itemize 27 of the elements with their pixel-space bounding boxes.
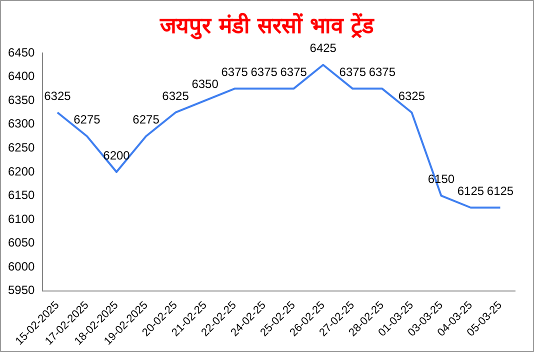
y-tick-label: 6050 bbox=[8, 236, 36, 250]
y-tick-label: 6300 bbox=[8, 116, 36, 131]
data-label: 6325 bbox=[398, 88, 426, 103]
data-label: 6275 bbox=[74, 112, 101, 127]
chart-title: जयपुर मंडी सरसों भाव ट्रेंड bbox=[158, 12, 376, 39]
data-label: 6125 bbox=[486, 184, 514, 198]
data-label: 6425 bbox=[310, 41, 337, 56]
data-label: 6375 bbox=[368, 64, 396, 79]
y-tick-label: 5950 bbox=[8, 283, 36, 298]
data-label: 6200 bbox=[103, 148, 130, 162]
y-tick-label: 6250 bbox=[8, 140, 36, 154]
data-label: 6375 bbox=[280, 64, 308, 79]
y-tick-label: 6400 bbox=[8, 69, 36, 84]
y-tick-label: 6100 bbox=[8, 212, 36, 226]
data-label: 6125 bbox=[457, 184, 484, 198]
data-label: 6325 bbox=[44, 88, 72, 103]
y-tick-label: 6150 bbox=[8, 188, 36, 202]
data-label: 6375 bbox=[339, 64, 366, 79]
data-label: 6275 bbox=[132, 112, 160, 127]
data-label: 6375 bbox=[250, 64, 278, 79]
y-tick-label: 6350 bbox=[8, 92, 36, 107]
y-tick-label: 6200 bbox=[8, 164, 36, 178]
data-label: 6325 bbox=[162, 88, 190, 103]
y-tick-label: 6000 bbox=[8, 259, 36, 274]
data-label: 6350 bbox=[192, 76, 219, 91]
y-tick-label: 6450 bbox=[8, 45, 36, 60]
data-label: 6375 bbox=[221, 64, 248, 79]
